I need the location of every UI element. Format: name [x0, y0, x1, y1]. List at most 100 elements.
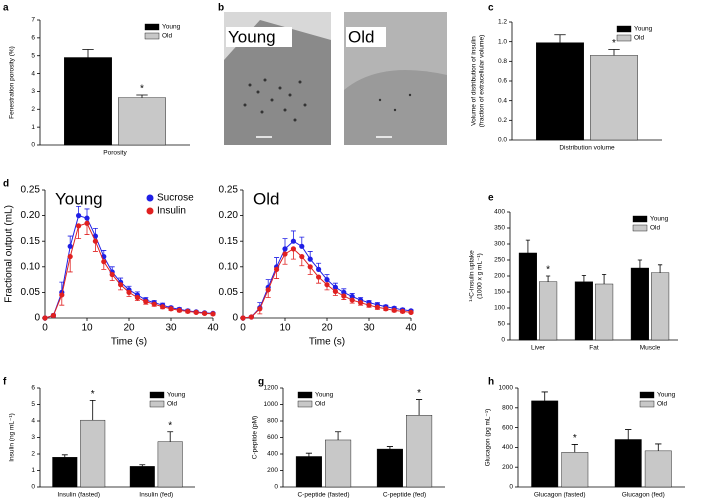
legend-swatch	[149, 400, 165, 408]
chart-panel: c 0.0 0.2 0.4 0.6 0.8 1.0 1.2 Volume of distribu…	[471, 3, 662, 152]
image-caption: Old	[348, 27, 374, 46]
caption-bg	[226, 27, 292, 47]
y-tick-label: 1.2	[498, 19, 507, 26]
error-bar	[89, 399, 96, 421]
legend-swatch	[632, 224, 648, 232]
y-tick-label: 0.2	[498, 117, 507, 124]
x-tick-label: Distribution volume	[559, 145, 615, 152]
legend-marker	[146, 194, 154, 202]
legend-label: Old	[167, 401, 178, 408]
chart-title: Young	[55, 189, 103, 208]
data-point	[84, 215, 90, 221]
x-tick-label: C-peptide (fasted)	[297, 492, 349, 499]
y-tick-label: 0.6	[498, 78, 507, 85]
data-point	[118, 282, 124, 288]
y-tick-label: 0.10	[219, 261, 239, 272]
y-tick-label: 800	[502, 405, 513, 412]
data-point	[366, 302, 372, 308]
legend-swatch	[144, 23, 160, 31]
y-tick-label: 400	[267, 451, 278, 458]
legend-swatch	[639, 400, 655, 408]
legend-label: Old	[162, 33, 173, 40]
panel-label: a	[3, 3, 9, 14]
y-tick-label: 0	[274, 484, 278, 491]
y-tick-label: 0.8	[498, 58, 507, 65]
chart-panel: h 0 200 400 600 800 1000 Glucagon (pg mL⁻¹) Gluc…	[485, 377, 685, 499]
x-tick-label: 40	[405, 323, 417, 334]
y-tick-label: 0.0	[498, 137, 507, 144]
bar	[52, 457, 78, 488]
bar	[157, 441, 183, 488]
data-point	[240, 315, 246, 321]
data-point	[307, 264, 313, 270]
bar	[129, 466, 155, 488]
x-tick-label: Fat	[589, 345, 599, 352]
y-tick-label: 200	[267, 467, 278, 474]
data-point	[42, 315, 48, 321]
significance-marker: *	[573, 433, 577, 444]
significance-marker: *	[546, 265, 550, 276]
panel-label: b	[218, 3, 224, 14]
error-bar	[571, 444, 578, 453]
y-tick-label: 4	[31, 418, 35, 425]
chart-title: Old	[253, 189, 279, 208]
y-tick-label: 600	[267, 434, 278, 441]
x-tick-label: Insulin (fed)	[139, 492, 173, 499]
data-point	[134, 294, 140, 301]
y-tick-label: 0.15	[219, 236, 239, 247]
data-point	[50, 312, 57, 319]
data-point	[282, 246, 288, 252]
x-tick-label: Glucagon (fed)	[622, 492, 665, 499]
error-bar	[305, 452, 312, 457]
y-tick-label: 100	[494, 305, 505, 312]
x-tick-label: Insulin (fasted)	[57, 492, 100, 499]
y-tick-label: 0.25	[21, 185, 41, 196]
y-axis-label: Volume of distribution of insulin	[471, 36, 478, 126]
y-tick-label: 0.10	[21, 261, 41, 272]
y-tick-label: 350	[494, 225, 505, 232]
error-bar	[554, 34, 566, 43]
bar	[574, 281, 593, 341]
bar	[64, 57, 112, 146]
data-point	[185, 308, 191, 314]
data-point	[383, 306, 389, 312]
legend-label: Old	[650, 225, 661, 232]
data-point	[400, 308, 406, 314]
y-tick-label: 2	[31, 451, 35, 458]
data-point	[101, 259, 107, 265]
sem-images: Young Old b	[218, 3, 447, 145]
data-point	[374, 304, 380, 310]
legend-label: Young	[162, 24, 181, 31]
x-tick-label: Liver	[531, 345, 546, 352]
y-tick-label: 0	[31, 484, 35, 491]
y-tick-label: 0.20	[219, 210, 239, 221]
y-tick-label: 50	[498, 321, 506, 328]
y-tick-label: 3	[31, 88, 35, 95]
panel-label: e	[488, 193, 494, 204]
data-point	[290, 246, 296, 252]
data-point	[67, 253, 73, 260]
y-tick-label: 0	[34, 313, 40, 324]
bar	[536, 42, 584, 141]
bar	[531, 400, 559, 488]
y-tick-label: 0	[501, 337, 505, 344]
sem-texture	[344, 70, 447, 145]
panel-label: d	[3, 179, 9, 190]
error-bar	[601, 274, 607, 284]
legend-label: Insulin	[157, 206, 186, 217]
legend-label: Young	[315, 392, 334, 399]
chart-panel: f 0 1 2 3 4 5 6 Insulin (ng mL⁻¹) Insulin (fasted…	[3, 377, 195, 499]
y-axis-label: ¹⁴C-insulin uptake	[469, 250, 476, 302]
data-point	[168, 306, 174, 312]
bar	[518, 252, 537, 341]
data-point	[67, 243, 73, 249]
y-tick-label: 1000	[264, 401, 279, 408]
caption-bg	[346, 27, 386, 47]
y-axis-label: Glucagon (pg mL⁻¹)	[485, 409, 492, 467]
data-point	[143, 299, 149, 305]
data-point	[248, 314, 254, 320]
bar	[539, 281, 558, 341]
y-tick-label: 1	[31, 467, 35, 474]
data-point	[282, 251, 288, 257]
